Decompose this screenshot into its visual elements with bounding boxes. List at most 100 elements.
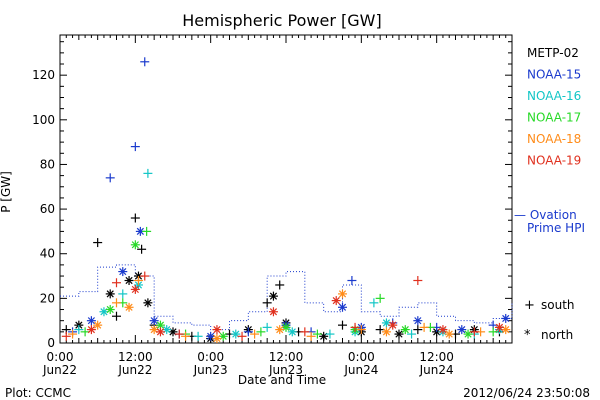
- y-tick-label: 40: [40, 247, 55, 261]
- marker-stroke: [131, 241, 139, 249]
- south-point-marker: [140, 271, 150, 281]
- north-point-marker: [86, 316, 96, 326]
- marker-stroke: [136, 227, 144, 236]
- south-point-marker: [275, 280, 285, 290]
- south-point-marker: [300, 327, 310, 337]
- north-point-marker: [124, 276, 134, 286]
- south-point-marker: [347, 276, 357, 286]
- north-point-marker: [338, 289, 347, 299]
- marker-stroke: [213, 334, 221, 343]
- marker-stroke: [87, 317, 95, 325]
- marker-stroke: [414, 317, 422, 325]
- south-point-marker: [112, 278, 121, 288]
- marker-stroke: [156, 321, 165, 329]
- x-tick-time-label: 0:00: [47, 350, 74, 364]
- marker-stroke: [332, 296, 340, 305]
- north-point-marker: [218, 331, 228, 341]
- south-point-marker: [312, 329, 322, 339]
- marker-stroke: [458, 326, 466, 334]
- y-tick-label: 20: [40, 291, 55, 305]
- marker-stroke: [125, 303, 133, 311]
- legend-entry: NOAA-15: [527, 68, 581, 82]
- marker-stroke: [94, 321, 102, 329]
- north-point-marker: [149, 316, 159, 326]
- marker-stroke: [502, 326, 510, 334]
- marker-stroke: [150, 317, 158, 325]
- south-point-marker: [61, 331, 71, 341]
- south-point-marker: [243, 327, 253, 337]
- south-point-marker: [256, 327, 266, 337]
- marker-stroke: [395, 330, 403, 338]
- north-point-marker: [494, 322, 504, 332]
- south-point-marker: [262, 298, 272, 308]
- north-point-marker: [444, 329, 454, 339]
- south-point-marker: [413, 276, 423, 286]
- marker-stroke: [119, 267, 127, 276]
- north-point-marker: [381, 318, 391, 328]
- marker-stroke: [131, 285, 139, 294]
- north-point-marker: [268, 307, 278, 317]
- south-point-marker: [237, 331, 247, 341]
- plot-frame: [59, 34, 513, 344]
- marker-stroke: [338, 303, 347, 311]
- south-point-marker: [174, 329, 184, 339]
- legend-entry: NOAA-16: [527, 89, 581, 103]
- y-tick-label: 100: [32, 113, 55, 127]
- legend-entry: NOAA-19: [527, 154, 581, 168]
- north-point-marker: [155, 327, 165, 337]
- marker-stroke: [150, 326, 158, 334]
- north-point-marker: [319, 331, 329, 341]
- north-point-marker: [381, 327, 391, 337]
- south-point-marker: [262, 322, 272, 332]
- north-point-marker: [206, 331, 216, 341]
- south-point-marker: [181, 331, 191, 341]
- north-point-marker: [212, 325, 222, 335]
- north-point-marker: [231, 329, 241, 339]
- x-tick-date-label: Jun22: [42, 363, 77, 377]
- marker-stroke: [389, 321, 397, 329]
- north-point-marker: [130, 284, 140, 294]
- axes: 0204060801001200:00Jun2212:00Jun220:00Ju…: [32, 35, 512, 377]
- south-point-marker: [68, 329, 78, 339]
- north-point-marker: [388, 320, 398, 330]
- chart-title: Hemispheric Power [GW]: [182, 11, 381, 30]
- south-point-marker: [338, 320, 347, 330]
- x-tick-date-label: Jun24: [343, 363, 378, 377]
- marker-stroke: [87, 326, 95, 334]
- south-point-marker: [137, 244, 147, 254]
- north-point-marker: [124, 302, 134, 312]
- ovation-legend-line1: — Ovation: [514, 208, 577, 222]
- marker-stroke: [106, 290, 114, 298]
- south-point-marker: [407, 329, 417, 339]
- south-point-marker: [375, 325, 385, 335]
- north-point-marker: [212, 334, 222, 344]
- marker-stroke: [106, 305, 114, 314]
- marker-stroke: [207, 332, 215, 340]
- x-tick-time-label: 12:00: [269, 350, 304, 364]
- data-points: [61, 57, 511, 344]
- marker-stroke: [439, 326, 447, 334]
- north-point-marker: [338, 302, 347, 312]
- north-point-marker: [162, 325, 172, 335]
- north-point-marker: [168, 327, 178, 337]
- marker-stroke: [495, 323, 504, 331]
- legend-entry: NOAA-17: [527, 111, 581, 125]
- north-point-marker: [130, 240, 140, 250]
- north-point-marker: [105, 305, 115, 315]
- south-point-marker: [143, 168, 153, 178]
- marker-stroke: [144, 299, 152, 307]
- legend: METP-02 NOAA-15 NOAA-16 NOAA-17 NOAA-18 NOAA-…: [514, 46, 585, 343]
- x-tick-time-label: 12:00: [419, 350, 454, 364]
- marker-stroke: [502, 314, 510, 323]
- south-point-marker: [325, 329, 335, 339]
- x-axis-label: Date and Time: [238, 373, 326, 387]
- plot-credit: Plot: CCMC: [5, 386, 71, 400]
- north-point-marker: [438, 325, 448, 335]
- symbol-legend-label: south: [541, 298, 575, 312]
- north-point-marker: [86, 325, 96, 335]
- marker-stroke: [445, 330, 453, 338]
- south-point-marker: [469, 327, 479, 337]
- north-point-marker: [413, 316, 423, 326]
- south-point-marker: [112, 311, 121, 321]
